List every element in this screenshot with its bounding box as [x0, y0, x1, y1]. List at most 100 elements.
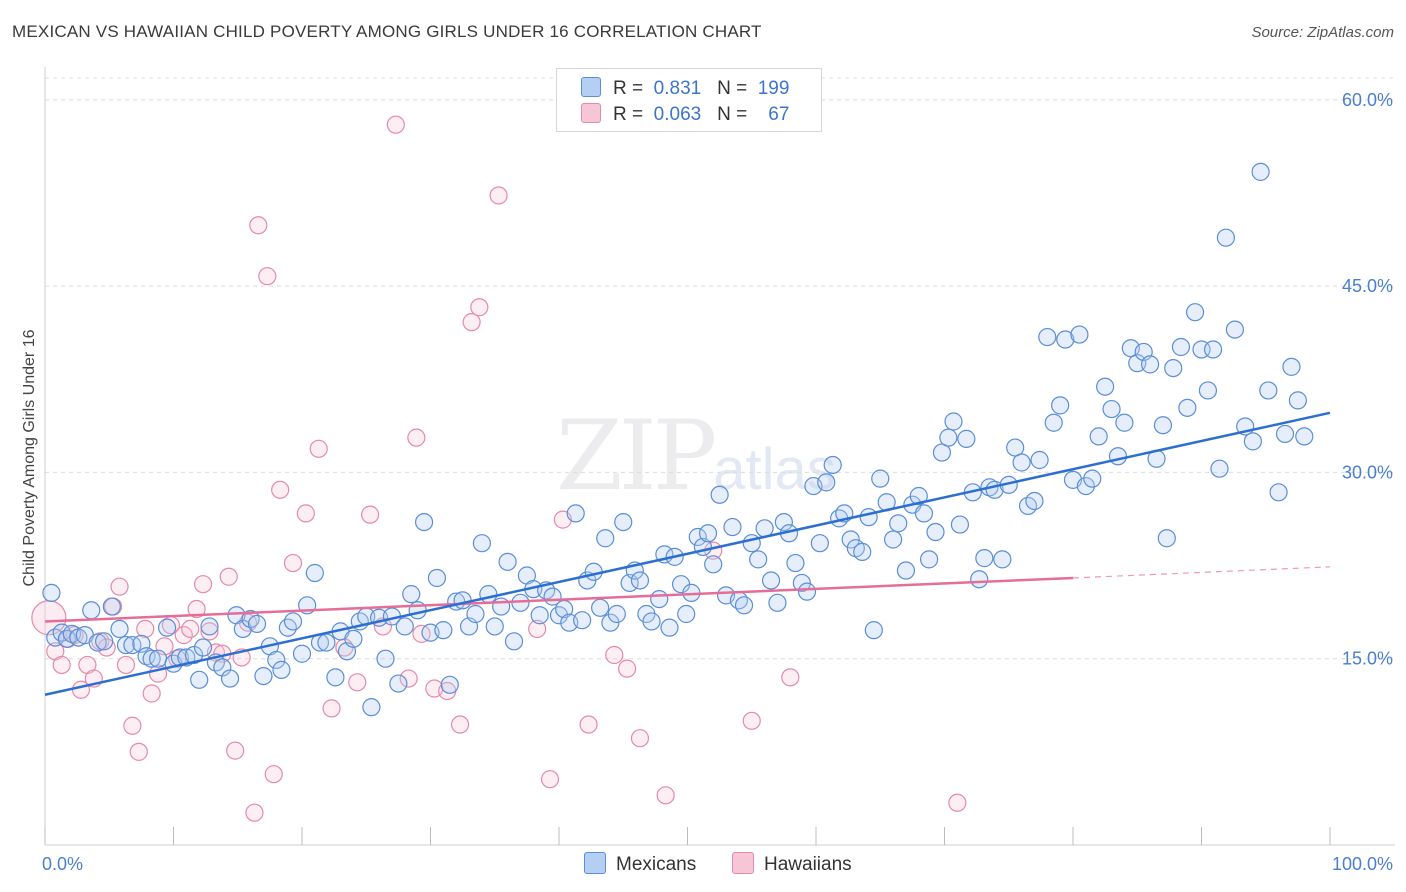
mexicans-point [82, 601, 101, 620]
mexicans-point [1115, 413, 1134, 432]
mexicans-point [698, 524, 718, 543]
watermark: ZIPatlas [556, 400, 836, 512]
mexicans-point [591, 598, 610, 617]
hawaiians-point [296, 504, 315, 523]
mexicans-point [190, 670, 209, 689]
mexicans-point [1070, 325, 1089, 344]
mexicans-point [573, 611, 592, 630]
mexicans-point [889, 514, 908, 533]
mexicans-point [157, 618, 177, 637]
mexicans-point [797, 582, 817, 601]
mexicans-point [142, 649, 161, 668]
mexicans-point [498, 552, 517, 571]
mexicans-point [42, 583, 61, 602]
mexicans-point [102, 597, 121, 616]
hawaiians-n-value: 67 [768, 104, 790, 125]
mexicans-point [427, 568, 447, 588]
hawaiians-point [264, 765, 283, 784]
mexicans-point [957, 429, 976, 448]
hawaiians-swatch [581, 103, 601, 123]
hawaiians-point [258, 267, 277, 286]
hawaiians-r-value: 0.063 [653, 104, 702, 125]
mexicans-point [749, 550, 768, 569]
mexicans-point [1198, 381, 1218, 400]
legend-row-mexicans: R = 0.831 N = 199 [581, 77, 789, 101]
mexicans-point [630, 571, 650, 590]
bottom-hawaiians-swatch [732, 852, 754, 874]
mexicans-point [883, 530, 903, 549]
hawaiians-point [656, 786, 675, 805]
mexicans-point [1076, 476, 1095, 496]
mexicans-point [88, 633, 107, 652]
mexicans-point [389, 674, 408, 693]
mexicans-point [1225, 320, 1245, 339]
x-tick-label-min: 0.0% [42, 854, 83, 874]
mexicans-point [1164, 358, 1183, 378]
mexicans-point [220, 669, 240, 688]
tick-labels: 15.0% 30.0% 45.0% 60.0% 0.0% 100.0% [42, 90, 1393, 874]
mexicans-point [148, 649, 168, 668]
mexicans-point [677, 604, 696, 624]
mexicans-point [688, 527, 707, 547]
mexicans-point [710, 485, 729, 504]
y-tick-label: 15.0% [1342, 649, 1393, 669]
mexicans-point [466, 604, 485, 624]
bottom-hawaiians-label: Hawaiians [764, 854, 852, 875]
mexicans-point [1025, 491, 1044, 511]
mexicans-point [110, 619, 129, 639]
mexicans-point [116, 635, 136, 655]
mexicans-point [402, 585, 421, 604]
mexicans-point [267, 650, 286, 670]
hawaiians-point [245, 803, 264, 822]
mexicans-point [786, 553, 805, 573]
mexicans-point [734, 596, 754, 615]
mexicans-point [1210, 459, 1229, 478]
mexicans-point [193, 638, 213, 657]
hawaiians-point [249, 216, 268, 235]
hawaiians-trend-extension [1072, 566, 1331, 579]
mexicans-point [566, 504, 585, 523]
hawaiians-point [226, 741, 245, 760]
hawaiians-point [579, 715, 598, 734]
hawaiians-point [136, 619, 155, 639]
mexicans-point [1269, 483, 1288, 502]
mexicans-point [1153, 416, 1173, 435]
hawaiians-point [605, 645, 624, 665]
hawaiians-point [322, 699, 341, 718]
hawaiians-r-label: R = [613, 104, 644, 125]
mexicans-swatch [581, 77, 601, 97]
mexicans-point [896, 561, 916, 580]
mexicans-point [1128, 354, 1147, 373]
hawaiians-point [116, 655, 136, 675]
mexicans-point [841, 530, 860, 549]
mexicans-point [1185, 303, 1205, 322]
mexicans-point [939, 428, 958, 447]
correlation-legend: R = 0.831 N = 199 R = 0.063 N = 67 [556, 68, 822, 132]
hawaiians-point [271, 480, 290, 499]
mexicans-point [614, 512, 633, 532]
mexicans-point [1295, 427, 1314, 446]
hawaiians-point [386, 115, 405, 134]
hawaiians-point [462, 313, 481, 332]
mexicans-point [1216, 228, 1236, 247]
mexicans-point [1275, 424, 1295, 444]
mexicans-point [434, 621, 453, 640]
mexicans-point [326, 668, 345, 687]
hawaiians-point [407, 428, 426, 447]
bottom-legend-hawaiians: Hawaiians [732, 852, 852, 876]
mexicans-point [1038, 327, 1057, 347]
chart-title: MEXICAN VS HAWAIIAN CHILD POVERTY AMONG … [12, 22, 762, 41]
mexicans-point [723, 517, 742, 537]
mexicans-point [200, 617, 219, 636]
mexicans-point [871, 469, 890, 488]
mexicans-point [233, 619, 252, 639]
mexicans-point [479, 585, 498, 604]
mexicans-point [950, 515, 970, 534]
mexicans-point [792, 573, 811, 593]
mexicans-point [1140, 355, 1160, 374]
mexicans-point [485, 617, 504, 636]
mexicans-point [704, 555, 723, 574]
mexicans-point [864, 621, 883, 640]
hawaiians-point [309, 439, 328, 458]
